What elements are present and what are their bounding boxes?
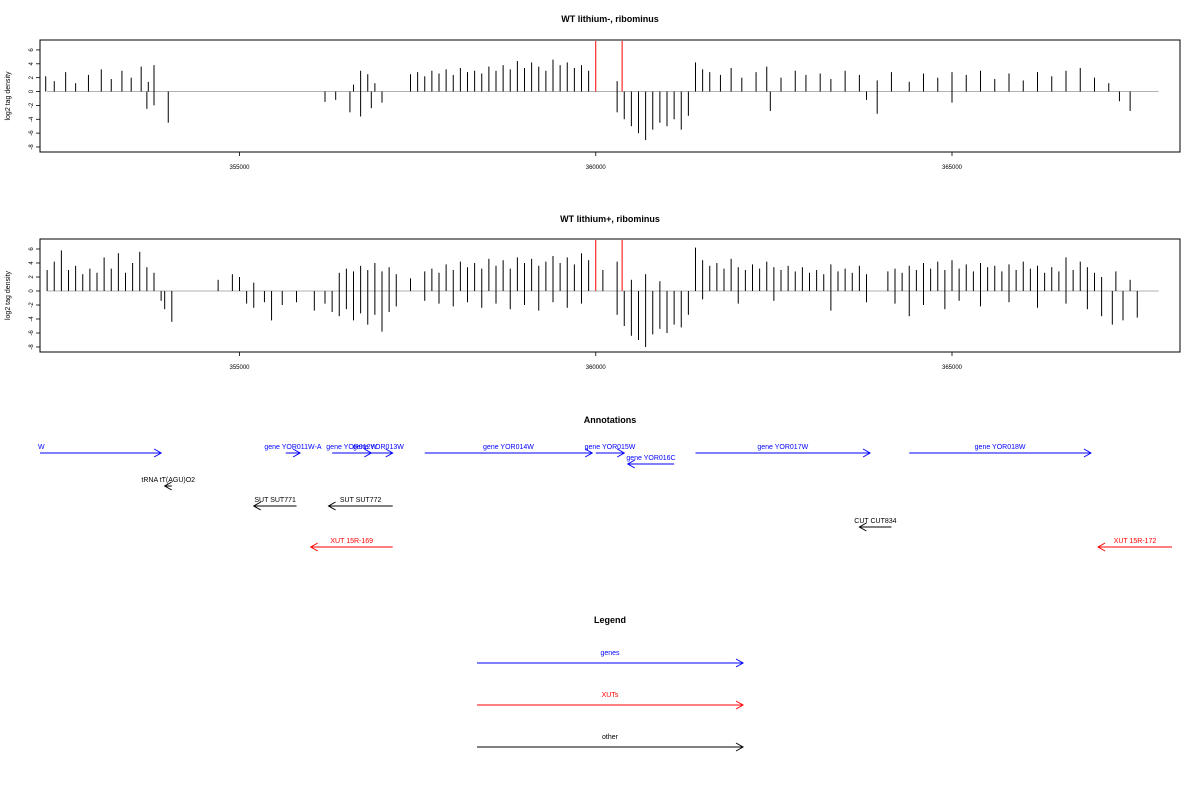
- feature-arrow-head: [584, 448, 594, 458]
- legend-label: other: [602, 734, 619, 741]
- y-tick-label: -6: [29, 130, 35, 136]
- legend-arrow-head: [735, 742, 745, 752]
- y-tick-label: -2: [29, 102, 35, 108]
- feature-label: gene YOR013W: [353, 444, 404, 451]
- y-tick-label: -8: [29, 344, 35, 350]
- feature-arrow-head: [1097, 542, 1106, 552]
- x-tick-label: 360000: [586, 365, 607, 371]
- annotations-title: Annotations: [584, 415, 637, 425]
- x-tick-label: 355000: [229, 165, 250, 171]
- legend-arrow-head: [735, 700, 745, 710]
- track-title: WT lithium+, ribominus: [560, 214, 660, 224]
- x-tick-label: 355000: [229, 365, 250, 371]
- y-tick-label: 4: [29, 61, 35, 65]
- feature-label: gene YOR016C: [626, 455, 675, 462]
- legend-title: Legend: [594, 615, 626, 625]
- feature-label: CUT CUT834: [854, 518, 896, 525]
- plot-frame: [39, 39, 1181, 153]
- x-tick-label: 360000: [586, 165, 607, 171]
- y-tick-label: -6: [29, 330, 35, 336]
- feature-arrow-head: [626, 459, 636, 469]
- legend-label: XUTs: [602, 692, 619, 699]
- feature-label: XUT 15R-172: [1114, 538, 1157, 545]
- feature-label: gene YOR015W: [585, 444, 636, 451]
- feature-arrow-head: [858, 522, 867, 532]
- plot-frame: [39, 238, 1181, 353]
- legend-label: genes: [600, 650, 620, 657]
- y-tick-label: 6: [29, 247, 35, 251]
- x-tick-label: 365000: [942, 365, 963, 371]
- feature-arrow-head: [252, 501, 261, 511]
- track-lithium-plus: WT lithium+, ribominus 6 4 2 0 -2 -4 -6 -8 log2 t…: [5, 214, 1181, 371]
- y-tick-label: 2: [29, 75, 35, 79]
- feature-arrow-head: [617, 448, 626, 458]
- y-axis-label: log2 tag density: [5, 71, 12, 121]
- feature-label: SUT SUT771: [254, 497, 296, 504]
- y-tick-label: 2: [29, 275, 35, 279]
- y-tick-label: 0: [29, 89, 35, 93]
- feature-arrow-head: [862, 448, 872, 458]
- y-axis-label: log2 tag density: [5, 270, 12, 320]
- feature-arrow-head: [327, 501, 336, 511]
- y-tick-label: -4: [29, 116, 35, 122]
- feature-label: XUT 15R-169: [330, 538, 373, 545]
- feature-arrow-head: [309, 542, 318, 552]
- feature-label: gene YOR011W-A: [264, 444, 322, 451]
- y-tick-label: -4: [29, 316, 35, 322]
- y-tick-label: 0: [29, 289, 35, 293]
- feature-arrow-head: [385, 448, 394, 458]
- feature-arrow-head: [292, 448, 302, 458]
- y-tick-label: -2: [29, 302, 35, 308]
- legend-arrow-head: [735, 658, 745, 668]
- y-tick-label: 4: [29, 261, 35, 265]
- track-title: WT lithium-, ribominus: [561, 14, 659, 24]
- x-tick-label: 365000: [942, 165, 963, 171]
- feature-label: gene YOR014W: [483, 444, 534, 451]
- feature-arrow-head: [153, 448, 163, 458]
- feature-label: tRNA tT(AGU)O2: [141, 477, 195, 484]
- feature-label: gene YOR018W: [975, 444, 1026, 451]
- feature-label: W: [38, 444, 45, 451]
- feature-arrow-head: [163, 481, 172, 491]
- feature-label: gene YOR017W: [757, 444, 808, 451]
- y-tick-label: -8: [29, 144, 35, 150]
- legend: Legend genes XUTs other: [477, 615, 745, 752]
- feature-label: gene YOR012W: [326, 444, 377, 451]
- track-lithium-minus: WT lithium-, ribominus 6 4 2 0 -2 -4 -6 -8 log2 t…: [5, 14, 1181, 171]
- feature-label: SUT SUT772: [340, 497, 382, 504]
- y-tick-label: 6: [29, 48, 35, 52]
- feature-arrow-head: [1083, 448, 1092, 458]
